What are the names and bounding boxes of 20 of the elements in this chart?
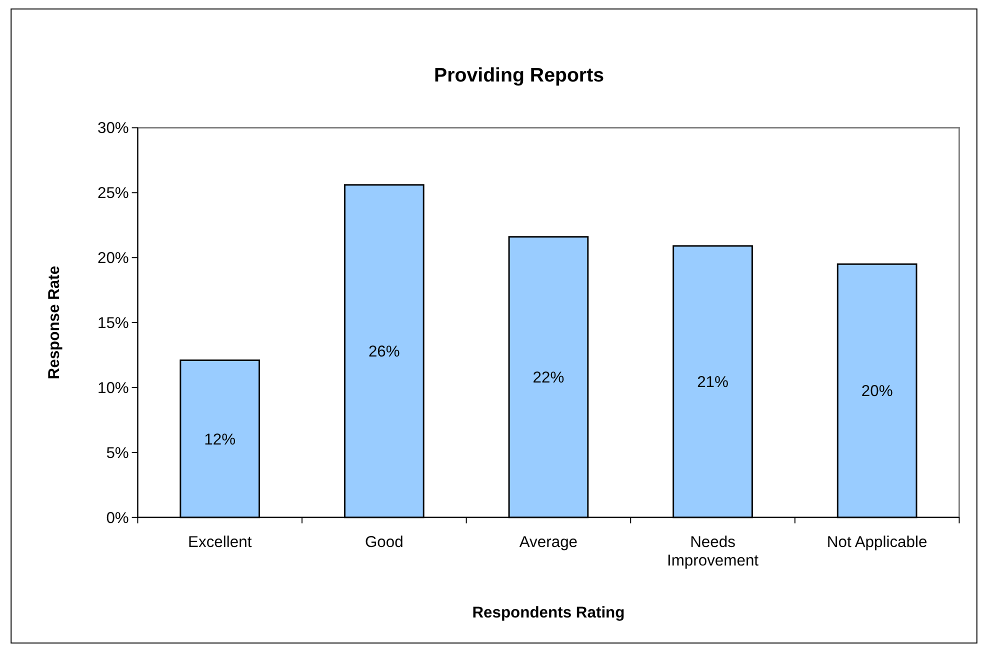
data-label: 20% bbox=[861, 383, 893, 400]
x-tick-label: Not Applicable bbox=[826, 534, 928, 551]
x-axis-title: Respondents Rating bbox=[472, 604, 625, 622]
data-label: 26% bbox=[368, 344, 400, 361]
x-tick-label: Good bbox=[364, 534, 404, 551]
x-tick-label: Average bbox=[519, 534, 578, 551]
chart-title: Providing Reports bbox=[434, 64, 604, 87]
y-axis-title: Response Rate bbox=[46, 266, 64, 380]
data-label: 22% bbox=[532, 370, 564, 387]
y-tick-label: 10% bbox=[97, 380, 129, 398]
y-tick-label: 15% bbox=[97, 315, 129, 332]
y-tick-label: 0% bbox=[106, 510, 129, 527]
x-tick-label: Needs Improvement bbox=[667, 534, 760, 570]
y-tick-label: 5% bbox=[106, 444, 129, 462]
data-label: 21% bbox=[697, 374, 729, 392]
y-tick-label: 20% bbox=[97, 250, 129, 268]
x-tick-label: Excellent bbox=[188, 534, 252, 551]
y-tick-label: 30% bbox=[97, 120, 129, 138]
data-label: 12% bbox=[204, 431, 236, 448]
y-tick-label: 25% bbox=[97, 185, 129, 202]
